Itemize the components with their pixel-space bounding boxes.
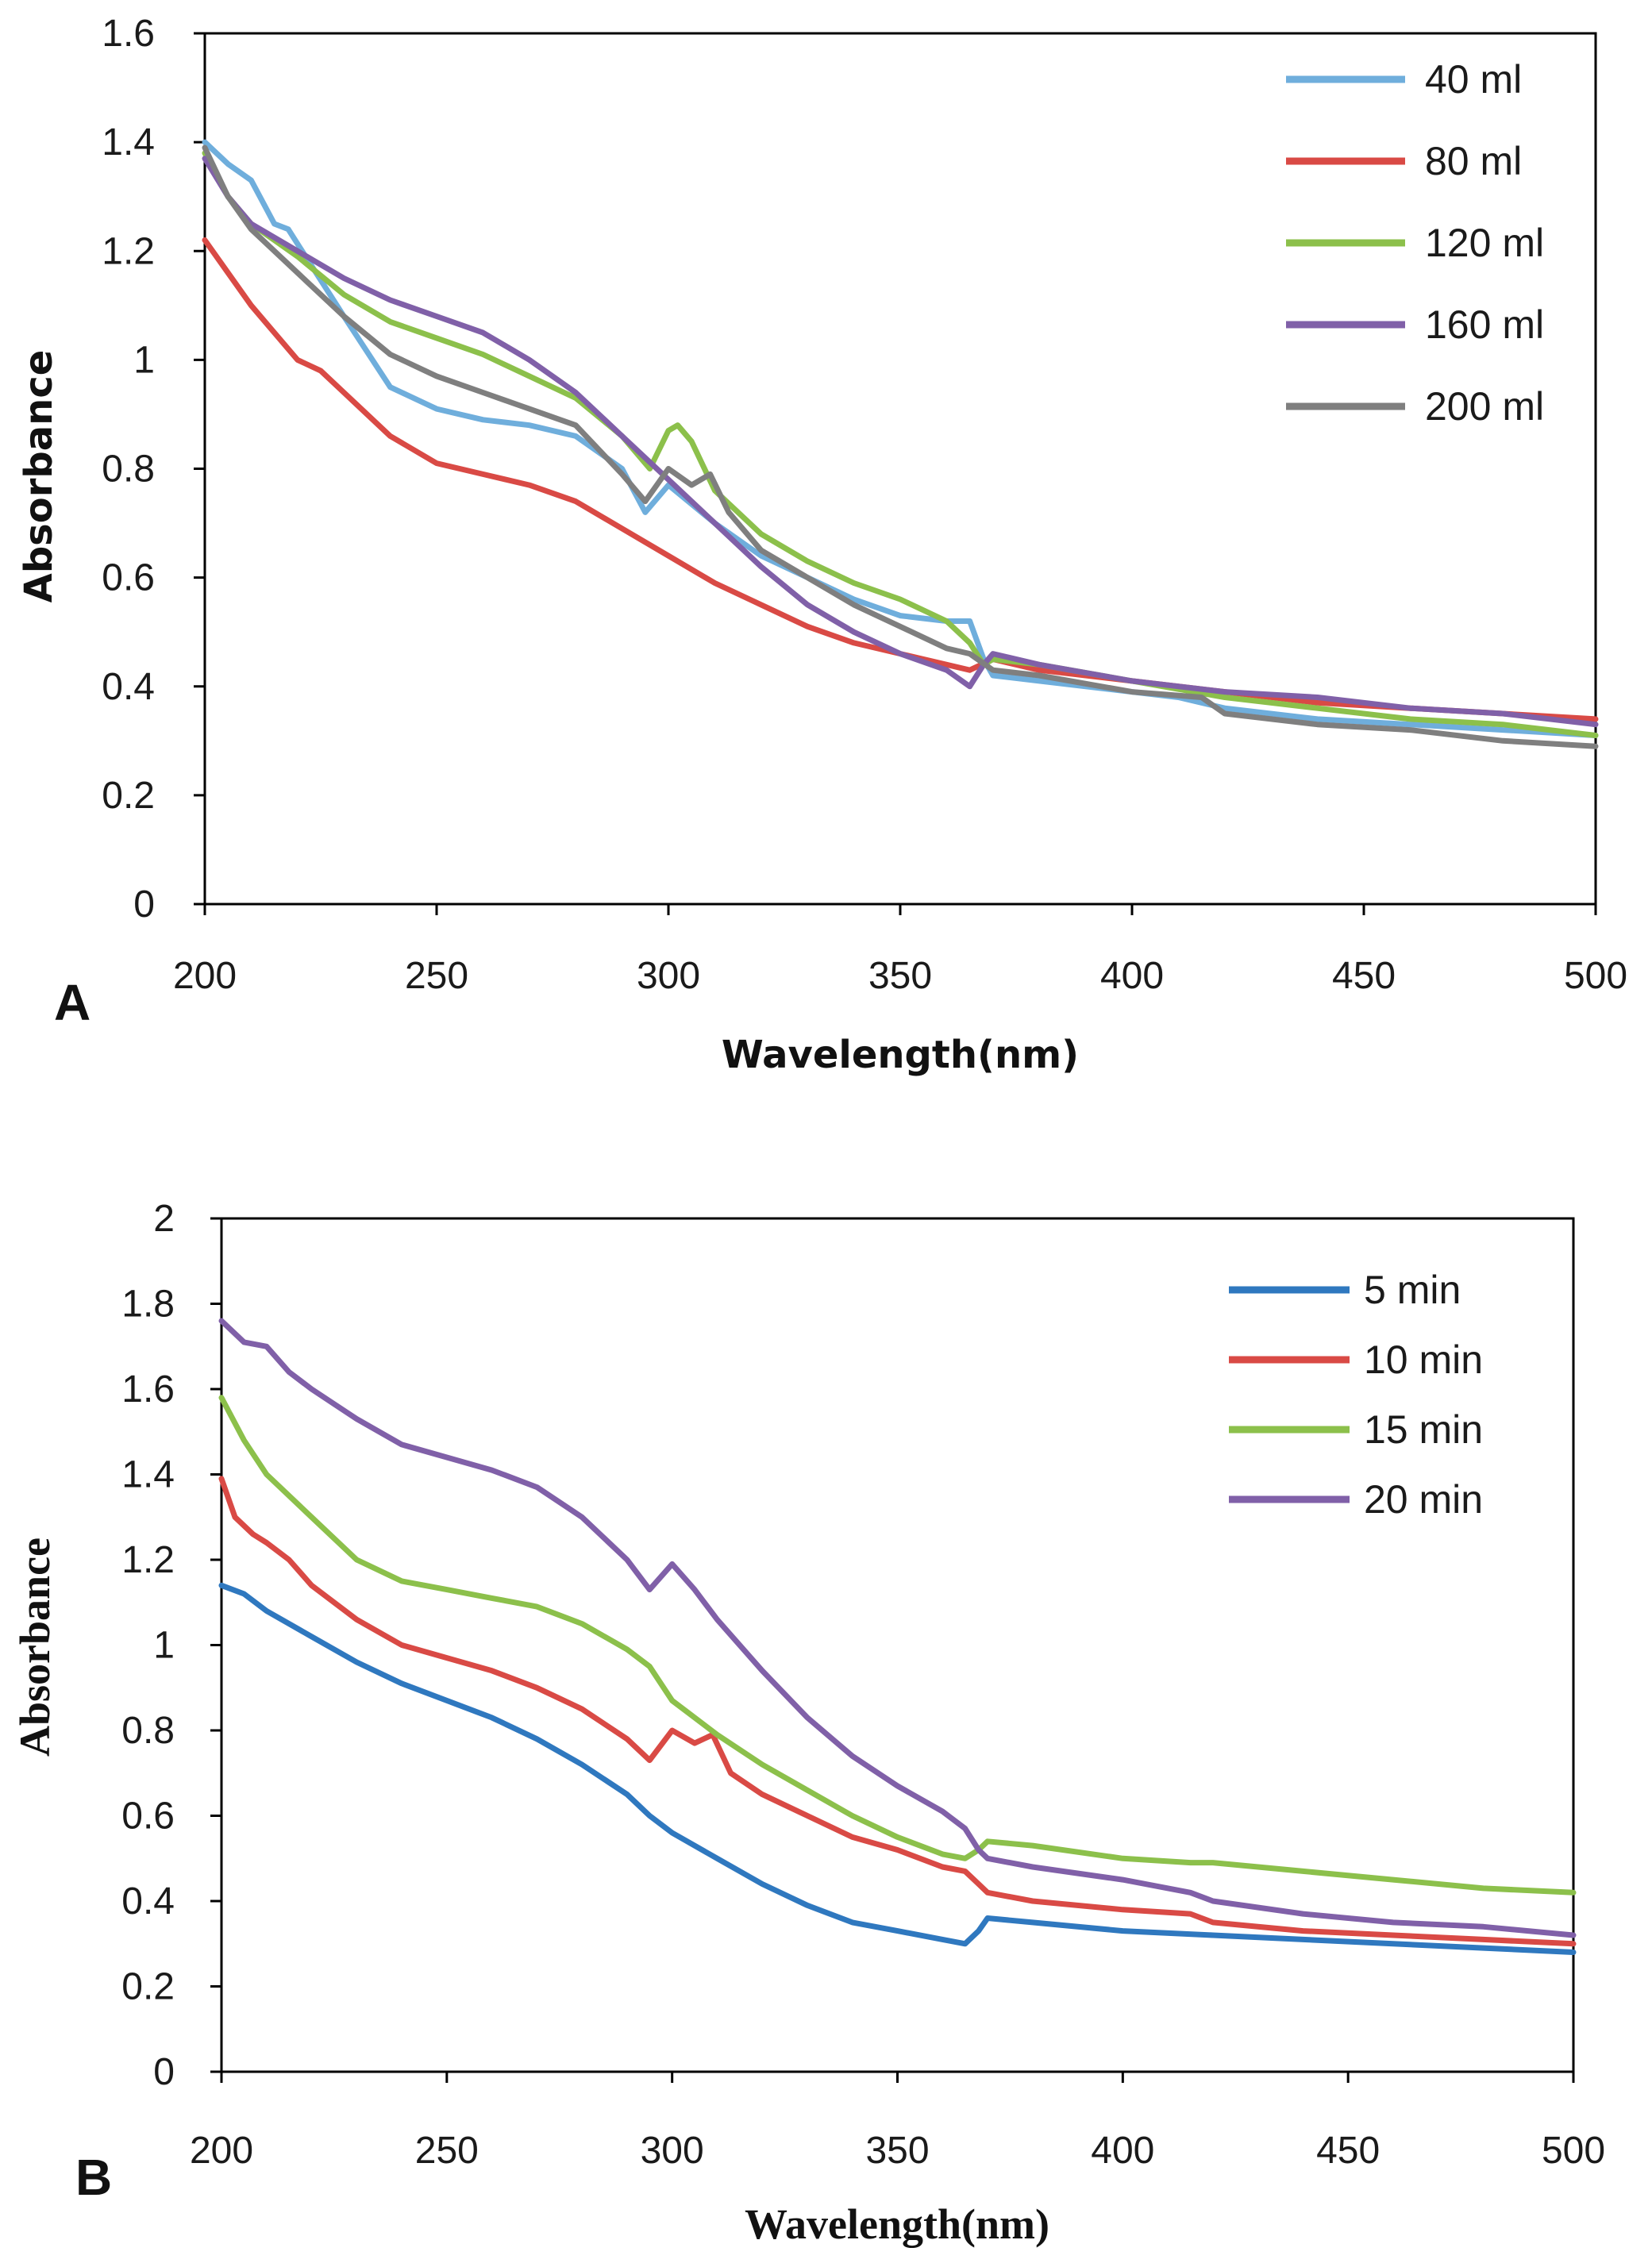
panel-b-x-tick-label: 350 — [865, 2130, 929, 2172]
panel-b-legend-label-1: 5 min — [1364, 1268, 1461, 1312]
panel-a-legend-label-5: 200 ml — [1425, 384, 1544, 429]
panel-b-y-axis-title: Absorbance — [11, 1538, 59, 1757]
panel-b-x-tick-label: 450 — [1316, 2130, 1380, 2172]
panel-a-y-tick-label: 0.8 — [102, 448, 155, 491]
panel-b-x-tick-label: 300 — [641, 2130, 704, 2172]
panel-b-letter: B — [75, 2149, 112, 2206]
panel-b-y-tick-label: 0.4 — [121, 1880, 175, 1923]
panel-b-y-tick-label: 0.2 — [121, 1966, 175, 2008]
panel-a-y-tick-label: 0.4 — [102, 666, 155, 708]
panel-a-x-tick-label: 450 — [1332, 955, 1396, 997]
panel-a-series-line-2 — [202, 237, 1599, 722]
panel-a-legend-label-2: 80 ml — [1425, 139, 1522, 183]
panel-a-series-line-4 — [202, 156, 1599, 728]
panel-a-x-tick-label: 200 — [173, 955, 237, 997]
panel-a-y-tick-label: 1.2 — [102, 230, 155, 272]
panel-a-x-tick-label: 350 — [868, 955, 932, 997]
panel-a-x-tick-label: 250 — [405, 955, 468, 997]
panel-a-y-tick-label: 0.6 — [102, 557, 155, 599]
panel-b-x-tick-label: 500 — [1542, 2130, 1605, 2172]
panel-a-series-line-1 — [202, 139, 1599, 738]
panel-a-legend-label-1: 40 ml — [1425, 57, 1522, 102]
panel-b-y-tick-label: 1.6 — [121, 1368, 175, 1411]
panel-a-y-tick-label: 0.2 — [102, 775, 155, 817]
panel-a-y-tick-label: 1.4 — [102, 121, 155, 164]
panel-a-letter: A — [54, 974, 90, 1031]
panel-a-x-axis-title: Wavelength(nm) — [722, 1033, 1079, 1077]
panel-b-series-line-4 — [218, 1318, 1577, 1938]
panel-b: B 0 0.2 0.4 0.6 0.8 1 1.2 1.4 1.6 1.8 2 200 250 300 35… — [11, 1198, 1605, 2248]
panel-b-y-tick-label: 1 — [153, 1625, 175, 1667]
panel-b-x-axis-title: Wavelength(nm) — [745, 2200, 1049, 2248]
panel-b-series-line-3 — [218, 1395, 1577, 1896]
panel-a-legend-label-4: 160 ml — [1425, 302, 1544, 347]
panel-b-series-line-2 — [218, 1476, 1577, 1947]
panel-b-y-tick-label: 0.8 — [121, 1710, 175, 1752]
panel-b-x-tick-label: 400 — [1091, 2130, 1154, 2172]
panel-b-legend-label-3: 15 min — [1364, 1407, 1483, 1452]
panel-b-y-tick-label: 1.4 — [121, 1454, 175, 1496]
panel-b-legend-label-4: 20 min — [1364, 1477, 1483, 1522]
panel-a-x-tick-label: 300 — [637, 955, 700, 997]
panel-a-y-tick-label: 1 — [133, 339, 155, 381]
panel-a-y-tick-label: 1.6 — [102, 13, 155, 55]
panel-b-y-tick-label: 0 — [153, 2051, 175, 2093]
panel-a-legend-label-3: 120 ml — [1425, 221, 1544, 265]
panel-a-y-tick-label: 0 — [133, 883, 155, 926]
panel-a-series-line-5 — [202, 144, 1599, 749]
panel-a-y-axis-title: Absorbance — [17, 350, 61, 603]
panel-b-y-tick-label: 1.2 — [121, 1539, 175, 1581]
panel-a: A 0 0.2 0.4 0.6 0.8 1 1.2 1.4 1.6 200 250 300 350 400… — [17, 13, 1627, 1077]
panel-b-y-tick-label: 2 — [153, 1198, 175, 1240]
panel-b-series-line-1 — [218, 1582, 1577, 1955]
panel-a-x-tick-label: 500 — [1564, 955, 1627, 997]
panel-b-legend-label-2: 10 min — [1364, 1337, 1483, 1382]
panel-b-x-tick-label: 250 — [415, 2130, 479, 2172]
panel-b-y-tick-label: 0.6 — [121, 1796, 175, 1838]
panel-b-y-tick-label: 1.8 — [121, 1284, 175, 1326]
panel-b-x-tick-label: 200 — [190, 2130, 253, 2172]
panel-a-x-tick-label: 400 — [1100, 955, 1164, 997]
